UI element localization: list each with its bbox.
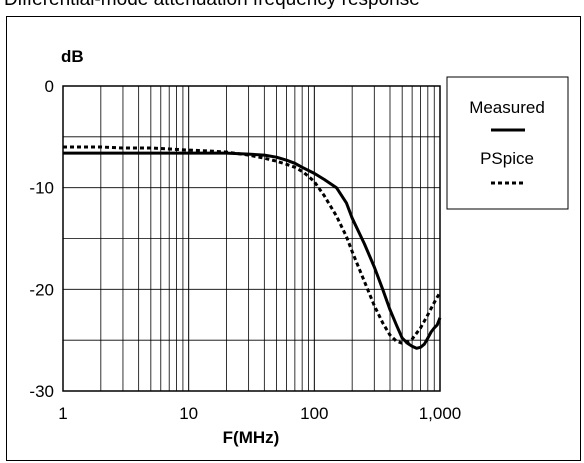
x-tick-label: 100	[300, 404, 328, 423]
y-tick-label: -20	[29, 280, 54, 299]
x-tick-label: 1	[58, 404, 67, 423]
plot-border	[62, 85, 441, 392]
x-tick-label: 1,000	[419, 404, 462, 423]
series-lines	[63, 145, 442, 350]
y-tick-label: -30	[29, 382, 54, 401]
x-axis-title: F(MHz)	[223, 428, 280, 447]
y-tick-labels: 0 -10 -20 -30	[29, 77, 54, 401]
y-tick-label: 0	[45, 77, 54, 96]
attenuation-chart: 0 -10 -20 -30 1 10 100 1,000 dB F(MHz) Measure…	[29, 47, 569, 447]
legend: Measured PSpice	[446, 76, 569, 210]
figure-caption: Differential-mode attenuation frequency …	[4, 0, 420, 11]
x-tick-labels: 1 10 100 1,000	[58, 404, 461, 423]
y-tick-label: -10	[29, 179, 54, 198]
x-tick-label: 10	[179, 404, 198, 423]
series-line-pspice	[63, 145, 442, 345]
series-line-measured	[63, 151, 442, 350]
grid-lines	[63, 86, 440, 391]
chart-frame: 0 -10 -20 -30 1 10 100 1,000 dB F(MHz) Measure…	[6, 16, 581, 461]
legend-box	[446, 76, 569, 210]
legend-label-measured: Measured	[469, 98, 545, 117]
legend-label-pspice: PSpice	[480, 149, 534, 168]
y-axis-title: dB	[61, 47, 84, 66]
